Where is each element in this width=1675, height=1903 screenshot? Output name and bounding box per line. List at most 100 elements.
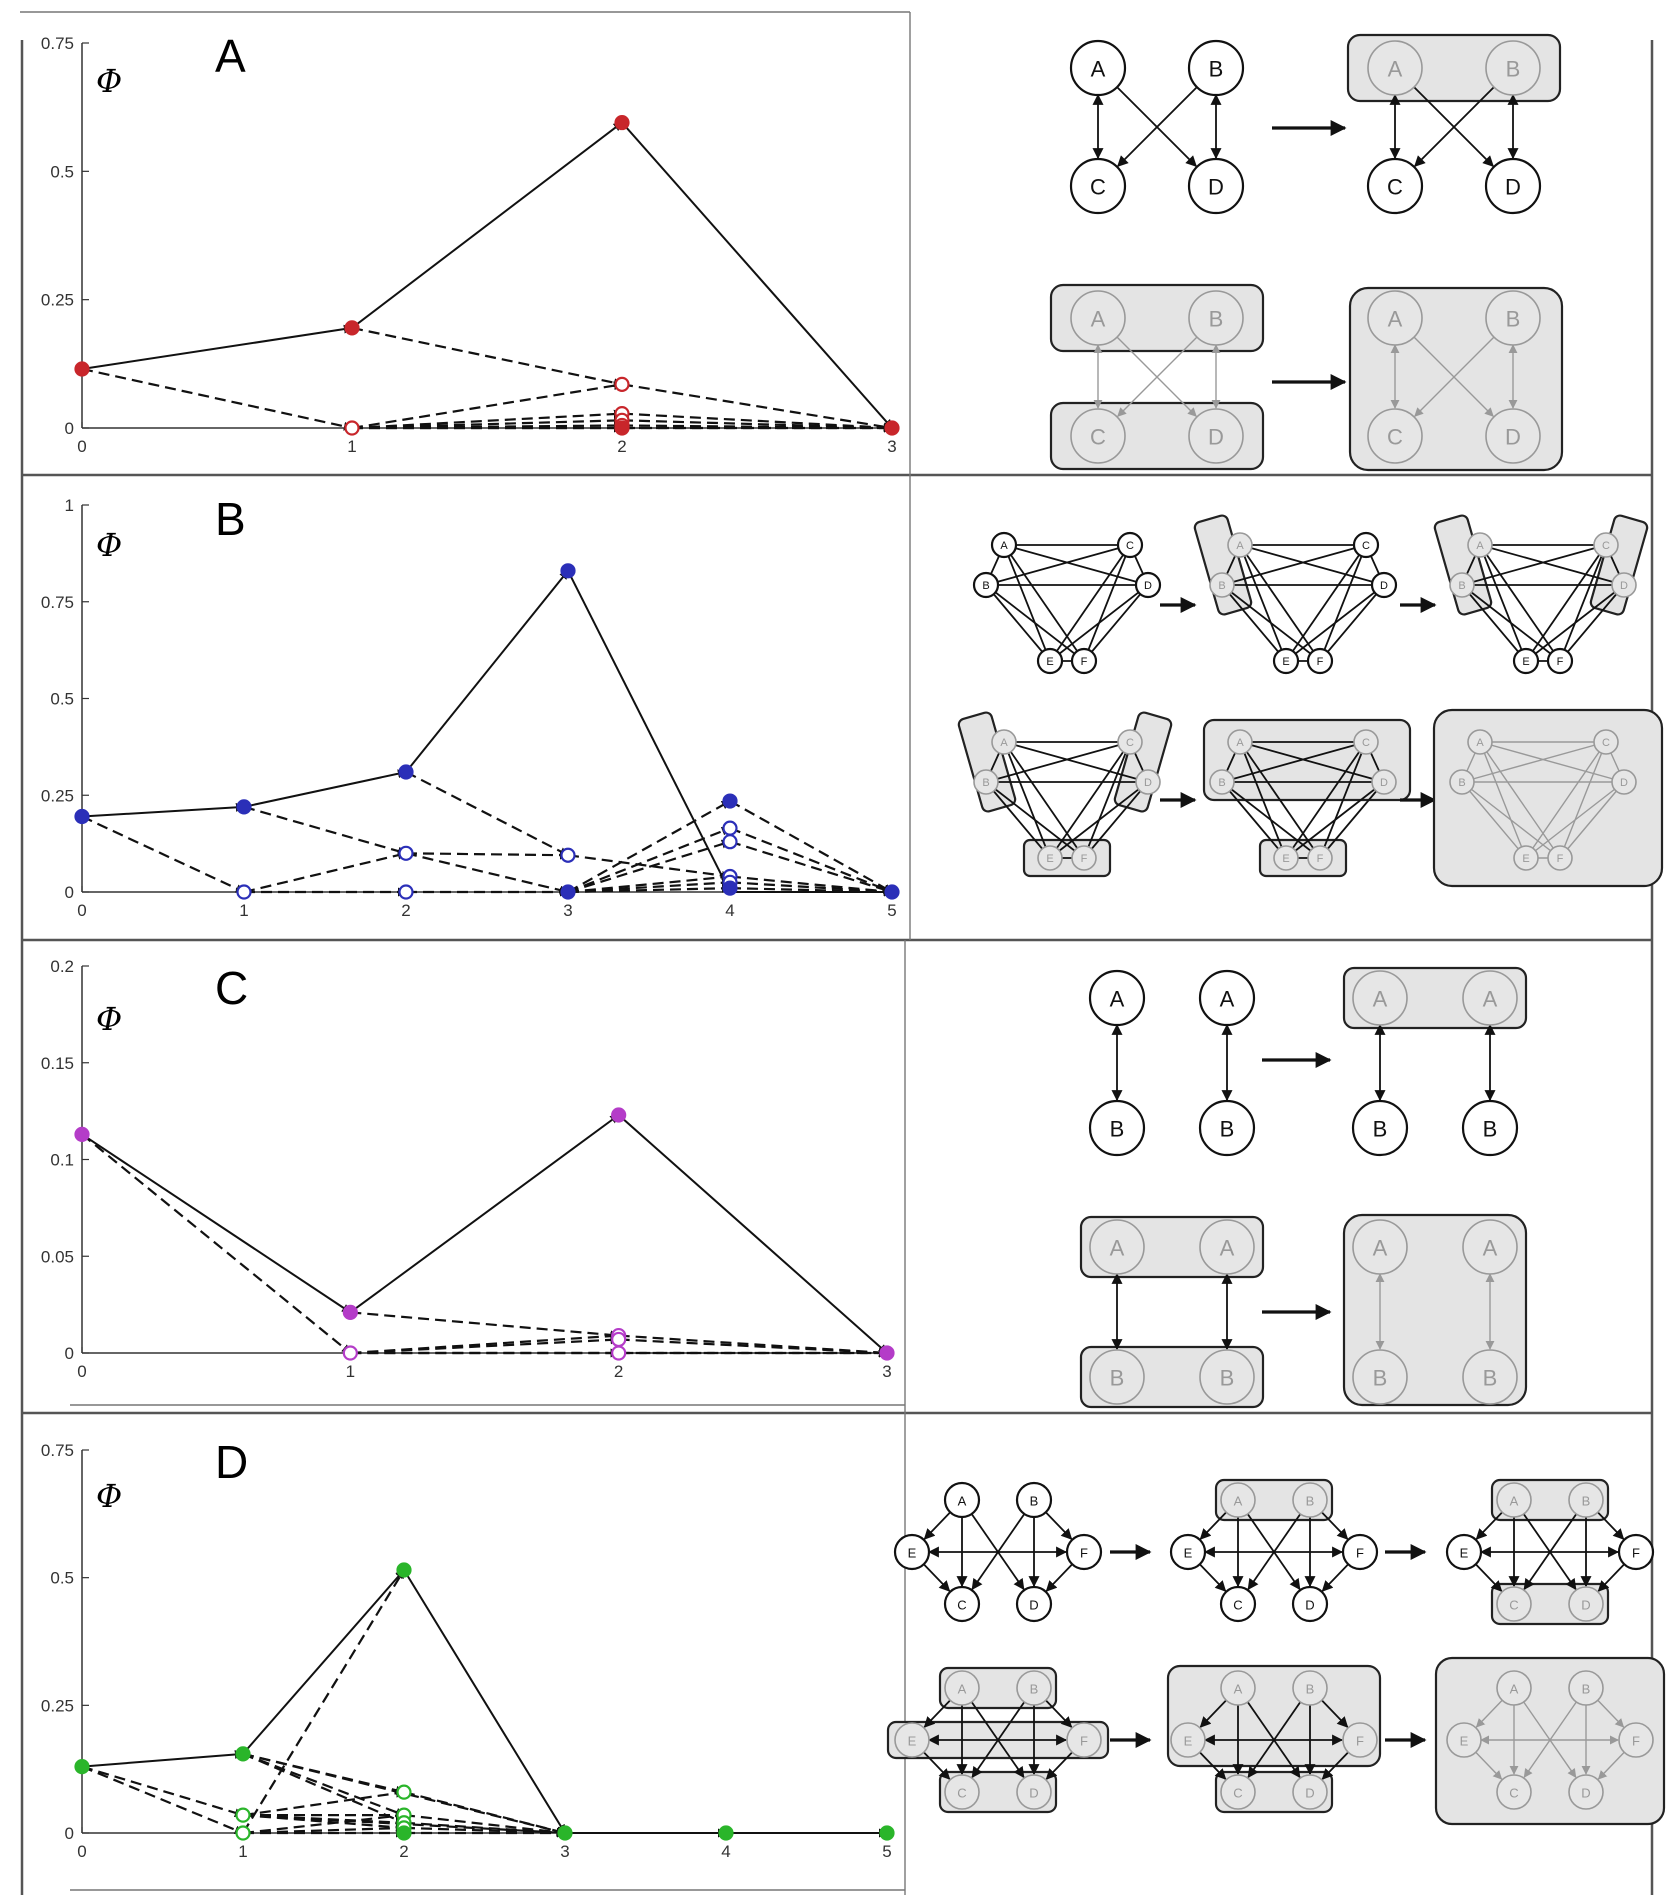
x-tick-label: 5 [887, 901, 896, 920]
connection-line [985, 781, 1051, 859]
connection-line [985, 544, 1131, 586]
dashed-transition-edge [729, 887, 893, 897]
y-tick-label: 0.05 [41, 1247, 74, 1266]
node-label: E [1046, 853, 1053, 865]
node-label: E [1184, 1734, 1193, 1749]
causal-edge [1199, 1699, 1227, 1728]
panel-label-a: A [215, 30, 246, 82]
node-label: F [1557, 853, 1564, 865]
node-circle [1292, 1482, 1328, 1518]
node-label: C [1387, 175, 1403, 200]
node-label: B [1110, 1366, 1125, 1391]
node-label: F [1632, 1546, 1640, 1561]
y-tick-label: 0.2 [50, 957, 74, 976]
data-point-filled [611, 1107, 627, 1123]
connection-line [1003, 741, 1051, 859]
dashed-transition-edge [242, 1811, 405, 1835]
data-point-filled [557, 1825, 573, 1841]
node-label: F [1317, 853, 1324, 865]
main-path-segment [81, 1750, 244, 1768]
causal-edge [1045, 1563, 1073, 1592]
node-label: C [1090, 175, 1106, 200]
node-label: B [1030, 1682, 1039, 1697]
causal-edge [1475, 1511, 1503, 1540]
data-point-filled [879, 1345, 895, 1361]
node-circle [1069, 157, 1127, 215]
causal-edge [1597, 1751, 1625, 1780]
node-label: A [1510, 1682, 1519, 1697]
data-point-open [342, 1345, 358, 1361]
dashed-transition-edge [729, 875, 893, 896]
connection-line [1319, 741, 1367, 859]
node-circle [1496, 1482, 1532, 1518]
data-point-open [235, 1807, 251, 1823]
data-point-filled [236, 799, 252, 815]
dashed-transition-edge [81, 1765, 244, 1835]
node-label: B [1458, 580, 1465, 592]
main-path-segment [242, 1569, 405, 1755]
connection-line [1221, 544, 1367, 586]
node-label: B [1218, 580, 1225, 592]
node-label: B [1220, 1366, 1235, 1391]
node-circle [1568, 1482, 1604, 1518]
connection-line [1525, 584, 1625, 662]
node-label: C [1509, 1598, 1518, 1613]
data-point-open [398, 845, 414, 861]
node-label: B [1218, 777, 1225, 789]
dashed-transition-edge [729, 881, 893, 897]
node-label: D [1305, 1786, 1314, 1801]
node-circle [1367, 408, 1423, 464]
node-label: D [1581, 1786, 1590, 1801]
causal-edge [1321, 1751, 1349, 1780]
node-circle [1352, 1219, 1408, 1275]
node-label: E [1460, 1546, 1469, 1561]
data-point-open [722, 834, 738, 850]
x-tick-label: 3 [563, 901, 572, 920]
data-point-filled [342, 1304, 358, 1320]
node-circle [1065, 1533, 1103, 1571]
connection-line [1003, 741, 1085, 859]
data-point-filled [722, 880, 738, 896]
node-label: B [1030, 1494, 1039, 1509]
dashed-transition-edge [405, 852, 569, 895]
data-point-filled [614, 114, 630, 131]
causal-edge [1414, 86, 1495, 167]
main-path-segment [403, 1569, 566, 1834]
node-label: A [1388, 57, 1403, 82]
node-circle [972, 571, 1000, 599]
dashed-transition-edge [567, 854, 731, 880]
connection-line [1479, 741, 1561, 859]
node-label: F [1081, 853, 1088, 865]
node-label: C [1387, 425, 1403, 450]
data-point-filled [879, 1825, 895, 1841]
connection-line [1559, 781, 1625, 859]
node-circle [1568, 1586, 1604, 1622]
dashed-transition-edge [729, 840, 893, 894]
dashed-transition-edge [403, 1814, 566, 1837]
node-circle [1366, 157, 1424, 215]
dashed-transition-edge [351, 409, 623, 430]
node-circle [1496, 1670, 1532, 1706]
node-label: D [1144, 580, 1152, 592]
node-label: D [1505, 425, 1521, 450]
connection-line [1083, 544, 1131, 662]
dashed-transition-edge [243, 850, 407, 894]
data-point-open [722, 820, 738, 836]
node-label: B [982, 580, 989, 592]
node-circle [893, 1533, 931, 1571]
causal-edge [1475, 1563, 1503, 1592]
causal-edge [1597, 1699, 1625, 1728]
node-label: A [1000, 540, 1008, 552]
connection-line [1239, 544, 1287, 662]
chart-b: 0 0.25 0.5 0.75 1 0 1 2 3 4 5 [41, 496, 900, 920]
node-label: A [1483, 1236, 1498, 1261]
node-label: F [1080, 1546, 1088, 1561]
data-point-filled [614, 420, 630, 436]
node-label: A [1476, 540, 1484, 552]
data-point-open [235, 1825, 251, 1841]
y-tick-label: 0 [65, 883, 74, 902]
node-circle [1367, 40, 1423, 96]
dashed-transition-edge [81, 367, 353, 431]
node-circle [1307, 845, 1333, 871]
x-tick-label: 5 [882, 1842, 891, 1861]
